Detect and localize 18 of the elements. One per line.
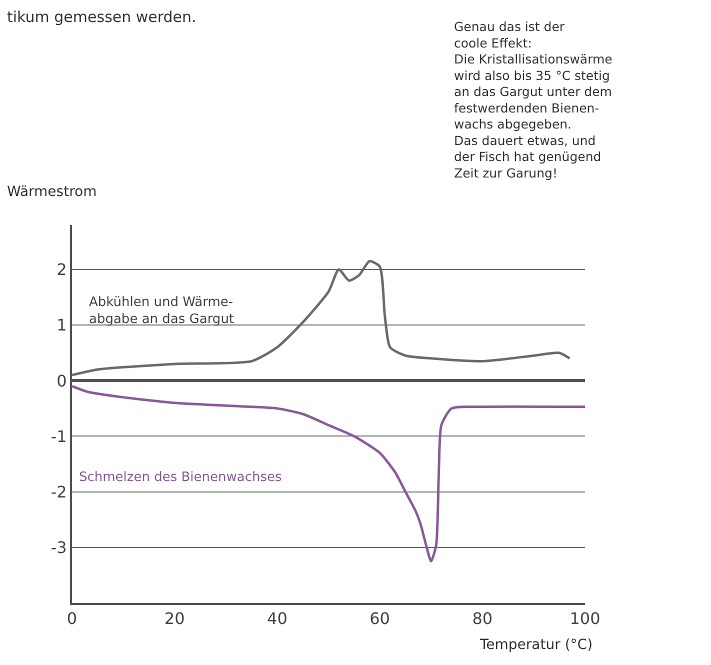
y-axis-title: Wärmestrom	[7, 184, 97, 200]
y-tick-label: 1	[56, 316, 67, 335]
x-tick-label: 40	[267, 609, 288, 628]
annotation: Abkühlen und Wärme- abgabe an das Gargut	[89, 295, 234, 327]
x-tick-label: 20	[164, 609, 185, 628]
y-tick-label: -3	[50, 538, 67, 558]
y-tick-label: -1	[50, 426, 67, 446]
x-tick-label: 60	[370, 609, 390, 628]
text: Genau das ist der coole Effekt: Die Kristallisationswärme wird also bis 35 °C stetig an das Gargut unter dem festwerdenden Bienen- wachs abgegeben. Das dauert etwas, und der Fisch hat genügend Zeit zur Garung!	[454, 19, 612, 180]
text: tikum gemessen werden.	[7, 8, 196, 26]
y-tick-label: 2	[56, 260, 67, 280]
y-tick-label: 0	[56, 371, 67, 390]
annotation: Schmelzen des Bienenwachses	[79, 470, 282, 485]
line-series	[72, 384, 585, 563]
x-tick-label: 80	[472, 609, 493, 628]
x-axis-title: Temperatur (°C)	[479, 637, 593, 653]
y-tick-label: -2	[50, 482, 67, 502]
x-tick-label: 100	[570, 609, 600, 628]
